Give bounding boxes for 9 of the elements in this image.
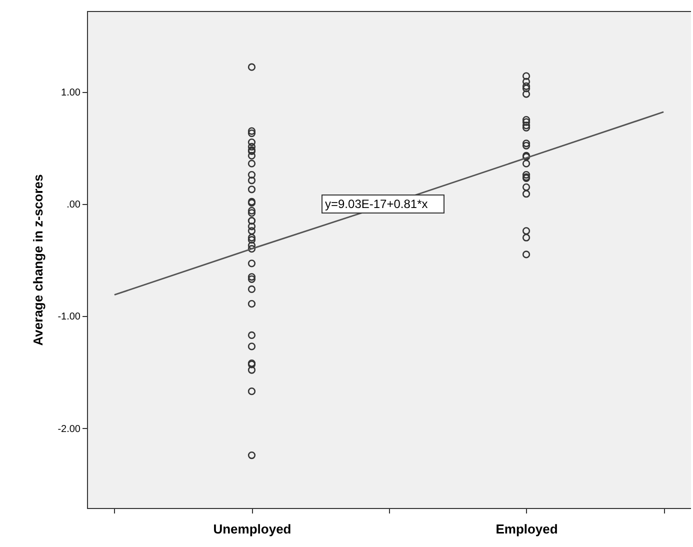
y-tick-label: 1.00 [61, 87, 81, 98]
y-tick-label: .00 [66, 199, 81, 210]
annotation: y=9.03E-17+0.81*x [325, 197, 428, 211]
x-tick-label: Employed [496, 522, 558, 536]
y-axis-title: Average change in z-scores [30, 174, 46, 346]
line-series [114, 111, 664, 296]
y-tick-label: -1.00 [58, 312, 81, 323]
x-tick-label: Unemployed [213, 522, 292, 536]
y-tick-label: -2.00 [58, 424, 81, 435]
